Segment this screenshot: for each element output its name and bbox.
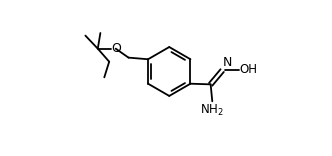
Text: O: O	[111, 42, 121, 55]
Text: OH: OH	[240, 63, 258, 76]
Text: NH$_2$: NH$_2$	[201, 103, 224, 118]
Text: N: N	[223, 56, 232, 69]
